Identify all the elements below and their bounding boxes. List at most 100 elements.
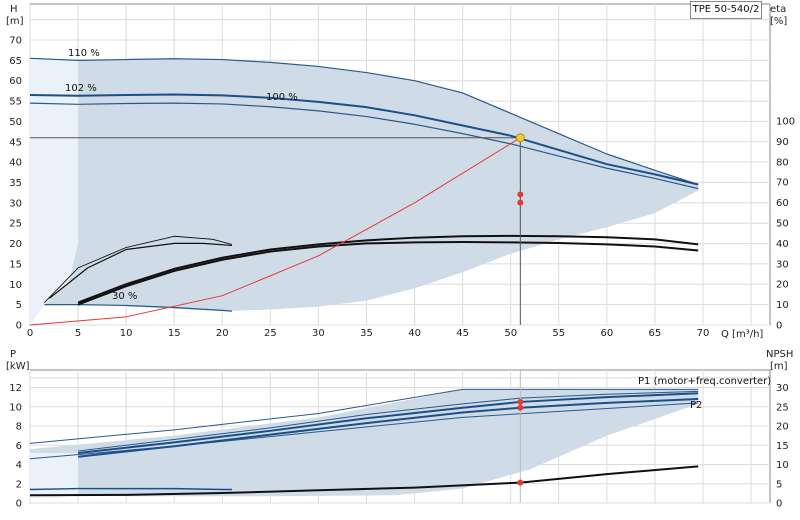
curve-eta-30: [44, 235, 233, 303]
y-right-tick-label: 60: [776, 198, 789, 209]
power-curve-lower: [29, 402, 699, 460]
y-right-tick-label: 0: [776, 321, 782, 332]
series-label-p2: P2: [690, 400, 702, 411]
curve-head-110: [29, 57, 699, 186]
y-left-tick-label: 25: [9, 219, 22, 230]
y-right-tick-label: 90: [776, 137, 789, 148]
y-right-tick-label: 20: [776, 280, 789, 291]
head-efficiency-panel: [29, 3, 771, 326]
efficiency-marker: [517, 199, 524, 206]
power-marker: [517, 479, 524, 486]
x-tick-label: 65: [649, 328, 662, 339]
duty-point-marker: [515, 133, 525, 143]
x-tick-label: 20: [216, 328, 229, 339]
y-left-tick-label: 10: [9, 280, 22, 291]
y-left-tick-label: 45: [9, 137, 22, 148]
x-tick-label: 70: [697, 328, 710, 339]
y-left-tick-label: 40: [9, 158, 22, 169]
y-right-tick-label: 70: [776, 178, 789, 189]
y-right-tick-label: 15: [776, 441, 789, 452]
y-left-tick-label: 30: [9, 198, 22, 209]
curve-eta-100: [77, 240, 699, 306]
y-right-tick-label: 20: [776, 422, 789, 433]
y-left-tick-label: 10: [9, 402, 22, 413]
system-curve: [29, 137, 521, 326]
y-left-tick-label: 12: [9, 383, 22, 394]
power-curve-p1: [77, 392, 699, 454]
y-right-tick-label: 10: [776, 300, 789, 311]
power-curve-30: [29, 487, 232, 491]
curve-eta-low: [48, 242, 232, 299]
x-tick-label: 15: [168, 328, 181, 339]
power-curve-110: [78, 390, 699, 452]
power-npsh-panel: [29, 369, 771, 504]
y-left-tick-label: 20: [9, 239, 22, 250]
power-curve-upper: [29, 388, 699, 444]
y-left-tick-label: 15: [9, 259, 22, 270]
y-right-tick-label: 40: [776, 239, 789, 250]
y-right-tick-label: 30: [776, 383, 789, 394]
curve-head-102: [29, 93, 699, 186]
curve-head-100: [29, 102, 699, 190]
x-tick-label: 55: [552, 328, 565, 339]
y-right-tick-label: 0: [776, 499, 782, 510]
x-tick-label: 0: [27, 328, 33, 339]
curve-eta-110: [77, 234, 699, 304]
y-left-axis-label: P: [10, 349, 16, 360]
speed-curve-label: 100 %: [266, 92, 298, 103]
y-left-tick-label: 50: [9, 117, 22, 128]
y-left-tick-label: 35: [9, 178, 22, 189]
y-left-tick-label: 70: [9, 36, 22, 47]
y-right-tick-label: 10: [776, 460, 789, 471]
y-left-tick-label: 65: [9, 56, 22, 67]
x-tick-label: 40: [408, 328, 421, 339]
y-left-axis-unit: [kW]: [6, 361, 30, 372]
speed-curve-label: 110 %: [68, 48, 100, 59]
efficiency-marker: [517, 191, 524, 198]
y-right-axis-unit: [%]: [770, 16, 787, 27]
y-left-tick-label: 0: [16, 499, 22, 510]
y-left-tick-label: 6: [16, 441, 22, 452]
x-tick-label: 60: [600, 328, 613, 339]
x-axis-label: Q [m³/h]: [721, 329, 763, 340]
y-left-tick-label: 0: [16, 321, 22, 332]
npsh-curve: [29, 465, 699, 497]
operating-range-area: [30, 58, 699, 312]
x-tick-label: 10: [120, 328, 133, 339]
x-tick-label: 45: [456, 328, 469, 339]
power-curve-p2: [77, 398, 699, 458]
series-label-p1: P1 (motor+freq.converter): [638, 376, 771, 387]
y-right-axis-label: eta: [770, 4, 786, 15]
y-right-tick-label: 100: [776, 117, 795, 128]
min-flow-area: [30, 58, 79, 325]
y-right-tick-label: 5: [776, 479, 782, 490]
y-right-axis-label: NPSH: [766, 349, 793, 360]
power-operating-area: [30, 389, 699, 497]
y-right-tick-label: 50: [776, 219, 789, 230]
y-right-tick-label: 25: [776, 402, 789, 413]
y-left-tick-label: 8: [16, 422, 22, 433]
chart-labels: 0 5 10 15 20 25 30 35 40 45 50 55 60 65 70051015202530…: [6, 4, 795, 510]
chart-title: TPE 50-540/2: [690, 1, 762, 19]
y-left-axis-unit: [m]: [6, 16, 24, 27]
y-right-tick-label: 30: [776, 259, 789, 270]
speed-curve-label: 102 %: [65, 83, 97, 94]
x-tick-label: 30: [312, 328, 325, 339]
y-left-tick-label: 2: [16, 479, 22, 490]
y-left-tick-label: 55: [9, 97, 22, 108]
y-left-tick-label: 5: [16, 300, 22, 311]
power-marker: [517, 398, 524, 405]
y-right-axis-unit: [m]: [770, 361, 788, 372]
speed-curve-label: 30 %: [112, 291, 137, 302]
curve-head-30: [44, 304, 232, 312]
y-left-tick-label: 4: [16, 460, 22, 471]
y-left-tick-label: 60: [9, 76, 22, 87]
power-min-flow-area: [30, 452, 79, 499]
x-tick-label: 50: [504, 328, 517, 339]
x-tick-label: 25: [264, 328, 277, 339]
power-marker: [517, 404, 524, 411]
x-tick-label: 35: [360, 328, 373, 339]
y-right-tick-label: 80: [776, 157, 789, 168]
x-tick-label: 5: [75, 328, 81, 339]
